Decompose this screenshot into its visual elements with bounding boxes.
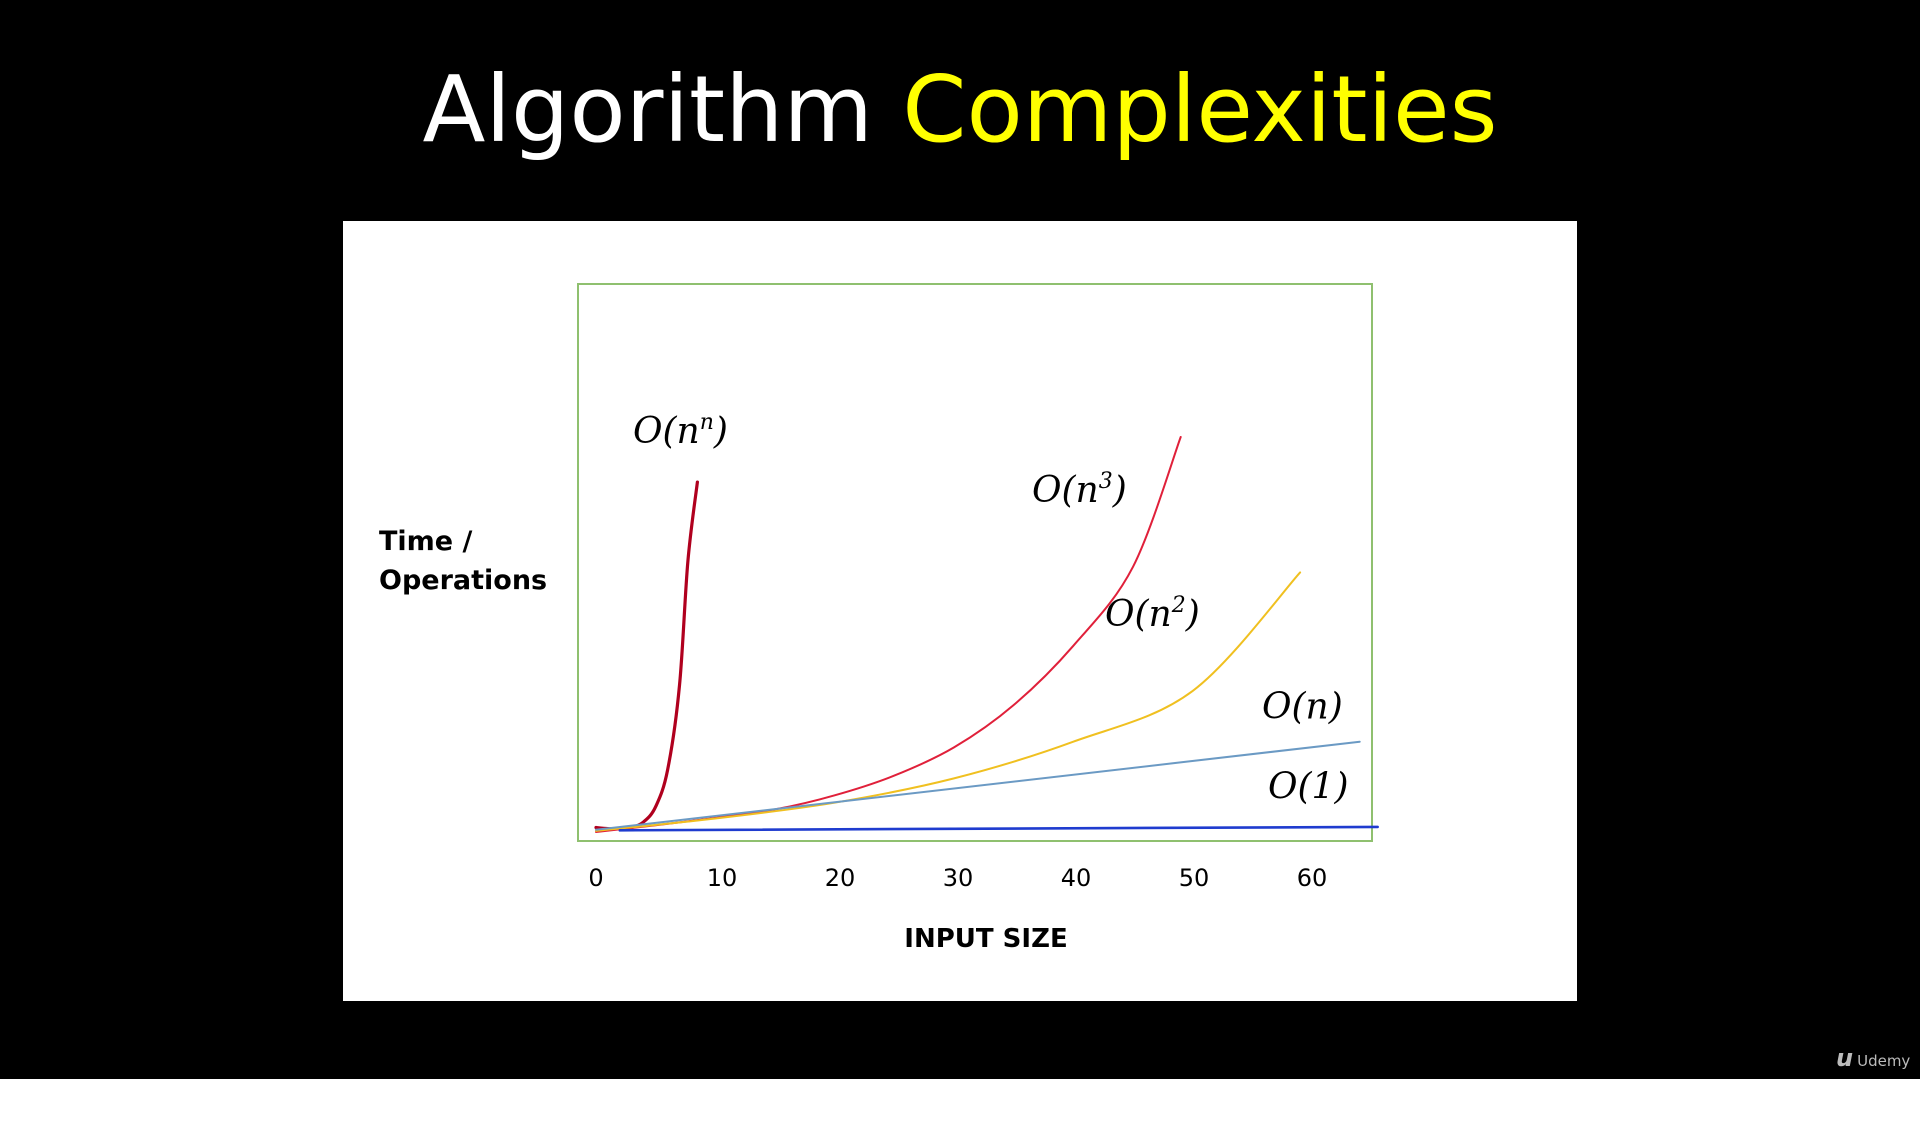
series-label-o-n-pow-n: O(nn)	[633, 410, 728, 452]
plot-frame	[577, 283, 1373, 842]
series-line-o-n-squared	[595, 571, 1302, 832]
y-axis-label-line-1: Time /	[379, 526, 473, 557]
x-tick-label: 30	[943, 864, 974, 892]
series-label-o-n-cubed: O(n3)	[1032, 469, 1127, 511]
udemy-logo-icon: u	[1836, 1044, 1854, 1072]
x-axis-label: INPUT SIZE	[904, 924, 1068, 954]
series-label-o-n-squared: O(n2)	[1105, 593, 1200, 635]
title-accent: Complexities	[902, 56, 1498, 163]
series-line-o-n-pow-n	[594, 480, 699, 831]
slide-title: Algorithm Complexities	[0, 50, 1920, 170]
x-tick-label: 40	[1061, 864, 1092, 892]
series-label-o-1: O(1)	[1268, 766, 1349, 808]
title-main: Algorithm	[422, 56, 874, 163]
x-tick-label: 20	[825, 864, 856, 892]
x-tick-label: 60	[1297, 864, 1328, 892]
series-label-o-n: O(n)	[1262, 686, 1343, 728]
x-tick-label: 0	[588, 864, 603, 892]
x-tick-label: 50	[1179, 864, 1210, 892]
brand-text: Udemy	[1857, 1052, 1911, 1070]
x-tick-label: 10	[707, 864, 738, 892]
y-axis-label-line-2: Operations	[379, 565, 548, 596]
series-line-o-n	[595, 740, 1361, 831]
y-axis-label: Time / Operations	[379, 522, 579, 600]
series-line-o-1	[618, 825, 1379, 832]
udemy-watermark: u Udemy	[1836, 1044, 1910, 1072]
